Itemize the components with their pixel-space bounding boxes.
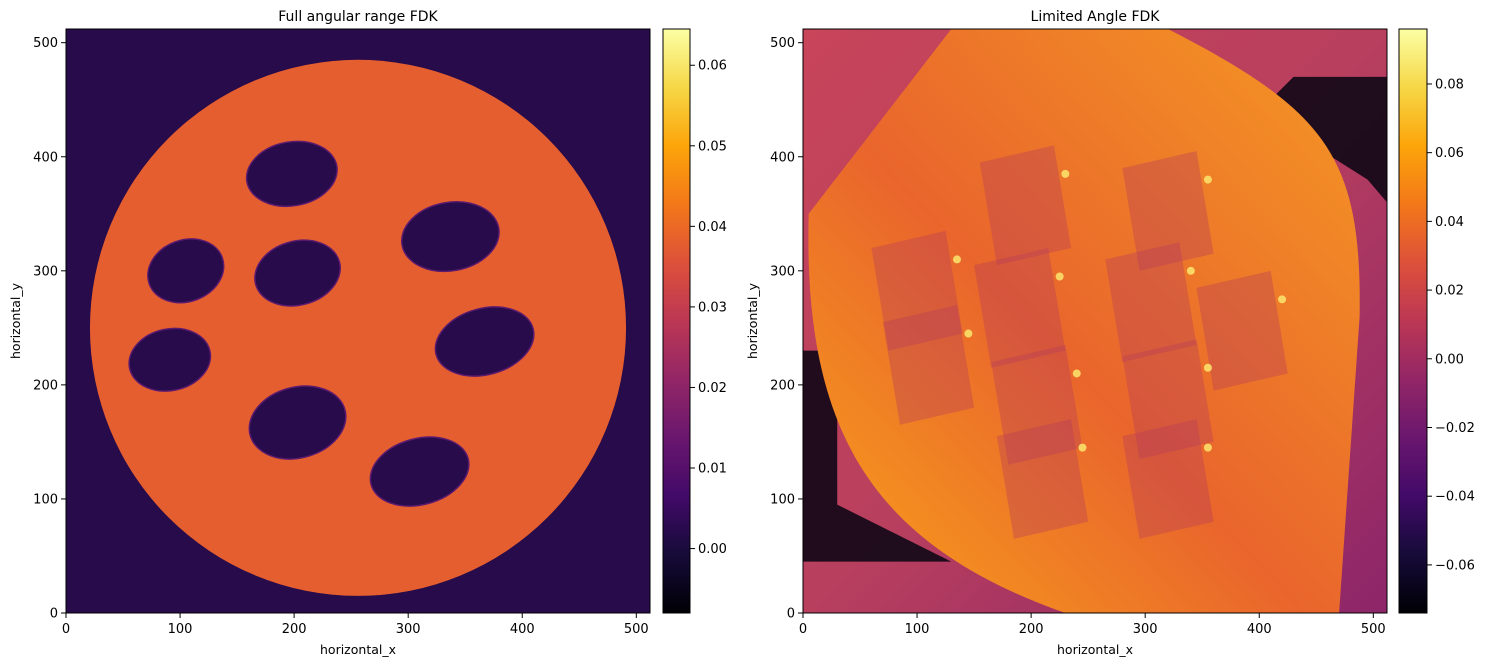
y-tick-label: 300	[33, 264, 58, 279]
x-tick-label: 300	[1133, 622, 1158, 637]
axes-ticks: 0 100 200 300 400 500 0 100 200 300 400 500	[33, 36, 649, 637]
hole-ghost	[1122, 339, 1214, 460]
colorbar	[1398, 28, 1428, 614]
x-tick-label: 100	[905, 622, 930, 637]
y-tick-label: 100	[33, 492, 58, 507]
reconstructed-object	[808, 29, 1360, 613]
colorbar-tick-label: −0.02	[1435, 421, 1475, 436]
colorbar-tick-label: −0.04	[1435, 490, 1475, 505]
x-tick-label: 400	[1247, 622, 1272, 637]
bright-spot	[1278, 295, 1287, 304]
axes-frame	[802, 28, 1388, 614]
x-tick-label: 200	[1019, 622, 1044, 637]
x-axis-label: horizontal_x	[320, 642, 396, 657]
colorbar-ticks: −0.06 −0.04 −0.02 0.00 0.02 0.04 0.06 0.08	[1427, 77, 1475, 573]
colorbar-tick-label: 0.02	[698, 381, 727, 396]
colorbar-tick-label: 0.04	[698, 220, 727, 235]
colorbar-tick-label: 0.03	[698, 300, 727, 315]
phantom-hole	[369, 436, 470, 507]
phantom-hole	[434, 306, 535, 377]
y-tick-label: 400	[33, 150, 58, 165]
y-axis-label: horizontal_y	[8, 282, 23, 359]
bright-spot	[1203, 363, 1212, 372]
x-tick-label: 500	[1361, 622, 1386, 637]
bright-spot	[1072, 369, 1081, 378]
x-tick-label: 0	[62, 622, 70, 637]
reconstruction-image	[66, 29, 650, 613]
hole-ghost	[1122, 419, 1214, 539]
x-tick-label: 200	[282, 622, 307, 637]
hole-ghost	[882, 305, 975, 425]
phantom-hole	[400, 201, 500, 273]
y-tick-label: 200	[770, 378, 795, 393]
bright-spot	[1078, 443, 1087, 452]
bright-spot	[1055, 272, 1064, 281]
phantom-hole	[128, 327, 212, 392]
colorbar-tick-label: 0.06	[698, 59, 727, 74]
hole-ghost	[974, 248, 1066, 368]
y-tick-label: 0	[787, 607, 795, 622]
hole-ghost	[871, 230, 963, 351]
panel-limited-angle: Limited Angle FDK 0 100 200 300 400 500 0 100 20…	[745, 9, 1475, 657]
bright-spot	[1203, 175, 1212, 184]
colorbar-tick-label: 0.05	[698, 139, 727, 154]
colorbar-ticks: 0.00 0.01 0.02 0.03 0.04 0.05 0.06	[690, 59, 727, 557]
x-tick-label: 0	[799, 622, 807, 637]
bright-spot	[952, 255, 961, 264]
phantom-hole	[248, 385, 347, 460]
colorbar	[662, 28, 691, 614]
y-tick-label: 500	[33, 36, 58, 51]
x-axis-label: horizontal_x	[1057, 642, 1133, 657]
x-tick-label: 100	[168, 622, 193, 637]
y-tick-label: 500	[770, 36, 795, 51]
hole-ghost	[1122, 151, 1214, 271]
phantom-hole	[245, 140, 338, 208]
colorbar-tick-label: 0.01	[698, 462, 727, 477]
hole-ghost	[1105, 242, 1197, 363]
y-tick-label: 0	[50, 607, 58, 622]
phantom-hole	[254, 239, 341, 307]
hole-ghost	[996, 419, 1089, 539]
chart-title: Limited Angle FDK	[1031, 9, 1161, 25]
colorbar-tick-label: 0.02	[1435, 284, 1464, 299]
hole-ghost	[1196, 270, 1288, 391]
phantom-hole	[147, 238, 225, 304]
bright-spot	[1061, 169, 1070, 178]
colorbar-tick-label: 0.04	[1435, 215, 1464, 230]
bright-spot	[964, 329, 973, 338]
bright-spot	[1186, 266, 1195, 275]
bright-spot	[1203, 443, 1212, 452]
colorbar-tick-label: 0.00	[1435, 352, 1464, 367]
y-tick-label: 300	[770, 264, 795, 279]
y-tick-label: 100	[770, 492, 795, 507]
colorbar-tick-label: −0.06	[1435, 558, 1475, 573]
phantom-disk	[89, 59, 627, 596]
panel-full-angular: Full angular range FDK 0 100 200 300 400 5000…	[8, 9, 727, 657]
chart-title: Full angular range FDK	[278, 9, 438, 25]
hole-ghost	[991, 344, 1083, 465]
dark-artifact-left	[803, 350, 952, 562]
x-tick-label: 300	[396, 622, 421, 637]
reconstruction-image	[803, 29, 1387, 613]
x-tick-label: 500	[624, 622, 649, 637]
y-tick-label: 200	[33, 378, 58, 393]
y-tick-label: 400	[770, 150, 795, 165]
axes-ticks: 0 100 200 300 400 500 0 100 200 300 400 500	[770, 36, 1386, 637]
x-tick-label: 400	[510, 622, 535, 637]
colorbar-tick-label: 0.08	[1435, 77, 1464, 92]
colorbar-tick-label: 0.00	[698, 542, 727, 557]
y-axis-label: horizontal_y	[745, 282, 760, 359]
hole-ghost	[979, 145, 1072, 266]
colorbar-tick-label: 0.06	[1435, 146, 1464, 161]
axes-frame	[65, 28, 651, 614]
